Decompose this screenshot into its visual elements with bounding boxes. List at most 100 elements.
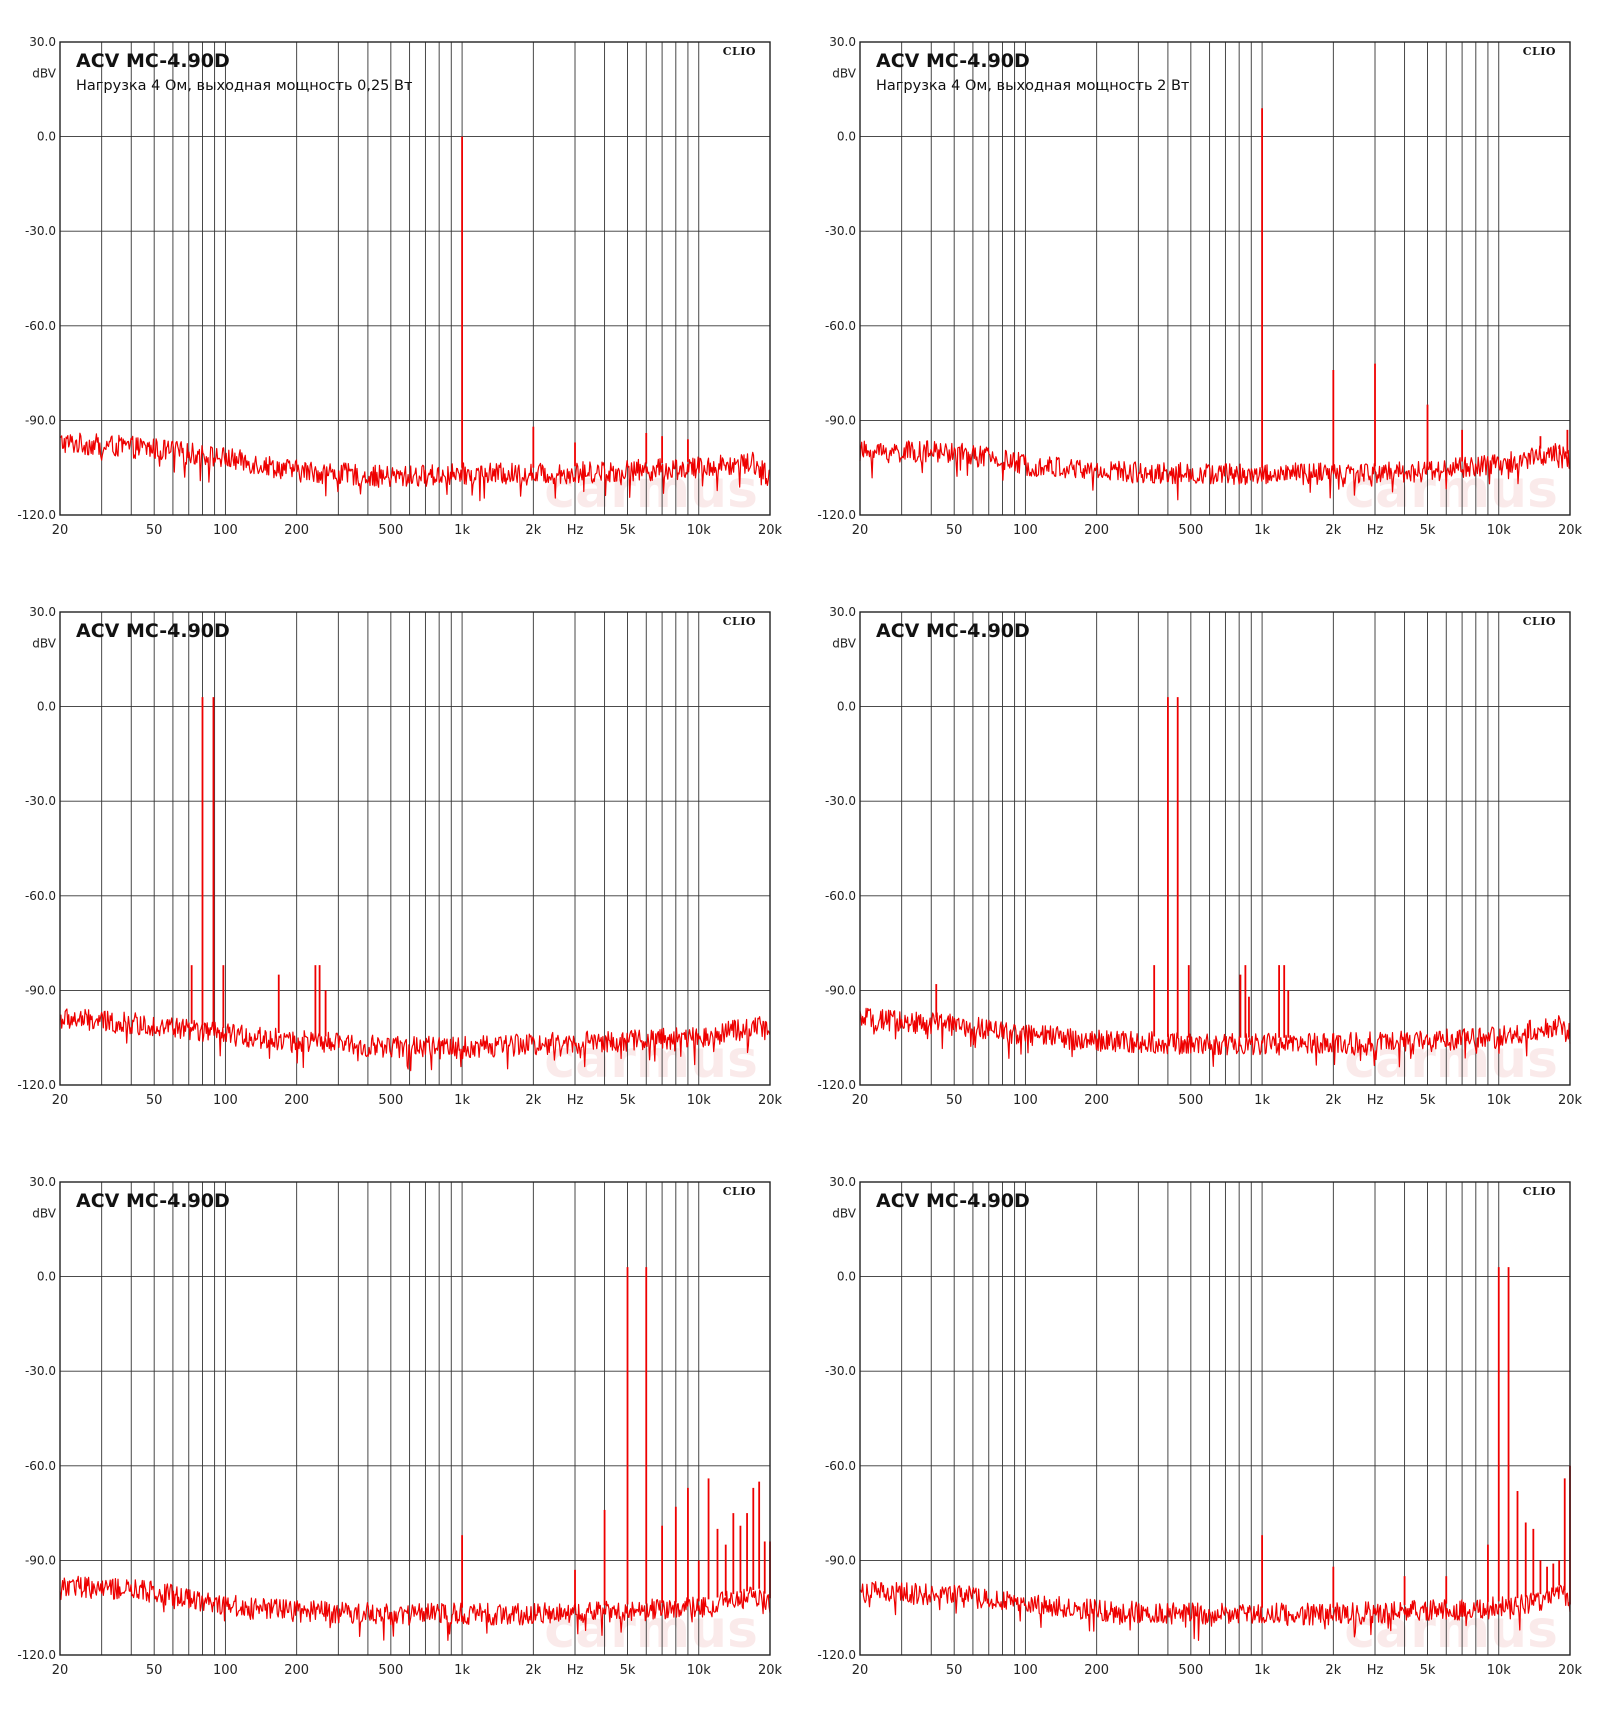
x-tick-label: 50 (946, 523, 963, 538)
clio-logo: CLIO (723, 615, 756, 628)
chart-subtitle: Нагрузка 4 Ом, выходная мощность 0,25 Вт (76, 78, 413, 94)
x-tick-label: 10k (687, 1663, 712, 1678)
x-tick-label: 20 (52, 1663, 69, 1678)
chart-title: ACV MC-4.90D (876, 1190, 1030, 1212)
x-tick-label: 500 (378, 1093, 403, 1108)
x-tick-label: 1k (1254, 1093, 1270, 1108)
x-tick-label: 10k (1487, 523, 1512, 538)
x-tick-label: 2k (525, 1663, 541, 1678)
clio-logo: CLIO (723, 1185, 756, 1198)
x-tick-label: 50 (946, 1663, 963, 1678)
spectrum-trace (59, 1575, 771, 1641)
y-tick-label: -90.0 (825, 983, 856, 997)
x-tick-label: 1k (1254, 1663, 1270, 1678)
clio-logo: CLIO (1523, 615, 1556, 628)
x-tick-label: 20 (52, 1093, 69, 1108)
y-tick-label: -120.0 (17, 1648, 56, 1662)
y-axis-label: dBV (832, 637, 856, 651)
x-tick-label: 5k (620, 1663, 636, 1678)
x-tick-label: 20k (758, 1663, 783, 1678)
y-tick-label: -60.0 (25, 1459, 56, 1473)
y-tick-label: 30.0 (29, 605, 56, 619)
x-tick-label: 1k (454, 523, 470, 538)
chart-title: ACV MC-4.90D (76, 620, 230, 642)
spectrum-trace (59, 432, 771, 502)
y-tick-label: -120.0 (817, 1078, 856, 1092)
x-axis-label: Hz (1367, 1663, 1384, 1678)
x-axis-label: Hz (567, 1093, 584, 1108)
x-tick-label: 100 (213, 1663, 238, 1678)
x-axis-label: Hz (1367, 1093, 1384, 1108)
y-tick-label: -30.0 (25, 1364, 56, 1378)
y-tick-label: -60.0 (825, 1459, 856, 1473)
y-tick-label: -120.0 (17, 1078, 56, 1092)
y-tick-label: 0.0 (37, 1270, 56, 1284)
y-axis-label: dBV (832, 67, 856, 81)
x-tick-label: 200 (284, 1093, 309, 1108)
spectrum-chart-6: carmus 30.0 0.0 -30.0 -60.0 -90.0 -120.0 dBV 20 5… (800, 1140, 1600, 1710)
x-tick-label: 500 (1178, 1663, 1203, 1678)
chart-title: ACV MC-4.90D (76, 50, 230, 72)
plot-frame (59, 41, 771, 516)
x-tick-label: 100 (213, 523, 238, 538)
x-tick-label: 20 (852, 523, 869, 538)
x-tick-label: 50 (146, 1663, 163, 1678)
spectrum-chart-5: carmus 30.0 0.0 -30.0 -60.0 -90.0 -120.0 dBV 20 5… (0, 1140, 800, 1710)
y-tick-label: -60.0 (825, 319, 856, 333)
x-axis-label: Hz (567, 523, 584, 538)
x-tick-label: 20k (758, 523, 783, 538)
y-tick-label: 30.0 (29, 1175, 56, 1189)
chart-subtitle: Нагрузка 4 Ом, выходная мощность 2 Вт (876, 78, 1190, 94)
y-tick-label: -30.0 (825, 224, 856, 238)
y-tick-label: -30.0 (825, 1364, 856, 1378)
spectrum-trace (59, 1008, 771, 1072)
x-tick-label: 5k (1420, 1663, 1436, 1678)
y-tick-label: 30.0 (829, 35, 856, 49)
plot-frame (59, 611, 771, 1086)
y-tick-label: 0.0 (837, 700, 856, 714)
chart-title: ACV MC-4.90D (876, 620, 1030, 642)
spectrum-trace (859, 440, 1571, 501)
x-tick-label: 20 (852, 1663, 869, 1678)
y-tick-label: -60.0 (25, 319, 56, 333)
x-tick-label: 10k (687, 1093, 712, 1108)
y-tick-label: -120.0 (817, 508, 856, 522)
x-tick-label: 500 (378, 523, 403, 538)
y-tick-label: 30.0 (829, 605, 856, 619)
chart-svg-6: carmus 30.0 0.0 -30.0 -60.0 -90.0 -120.0 dBV 20 5… (817, 1175, 1582, 1678)
x-tick-label: 2k (1325, 1093, 1341, 1108)
y-tick-label: 0.0 (37, 130, 56, 144)
spectrum-chart-2: carmus 30.0 0.0 -30.0 -60.0 -90.0 -120.0 dBV 20 5… (800, 0, 1600, 570)
x-tick-label: 5k (620, 523, 636, 538)
x-tick-label: 50 (146, 523, 163, 538)
y-tick-label: -30.0 (25, 224, 56, 238)
y-tick-label: 0.0 (837, 130, 856, 144)
chart-title: ACV MC-4.90D (876, 50, 1030, 72)
y-tick-label: 30.0 (829, 1175, 856, 1189)
x-tick-label: 10k (1487, 1663, 1512, 1678)
plot-frame (859, 1181, 1571, 1656)
x-tick-label: 2k (1325, 523, 1341, 538)
y-tick-label: 0.0 (837, 1270, 856, 1284)
x-tick-label: 10k (687, 523, 712, 538)
x-tick-label: 2k (1325, 1663, 1341, 1678)
clio-logo: CLIO (1523, 1185, 1556, 1198)
x-tick-label: 1k (1254, 523, 1270, 538)
x-tick-label: 20k (1558, 523, 1583, 538)
x-tick-label: 200 (284, 1663, 309, 1678)
x-tick-label: 20k (758, 1093, 783, 1108)
x-tick-label: 2k (525, 1093, 541, 1108)
x-tick-label: 50 (146, 1093, 163, 1108)
y-tick-label: 30.0 (29, 35, 56, 49)
x-tick-label: 200 (1084, 523, 1109, 538)
x-tick-label: 200 (1084, 1093, 1109, 1108)
spectrum-trace (859, 1007, 1571, 1068)
x-axis-label: Hz (567, 1663, 584, 1678)
x-tick-label: 100 (213, 1093, 238, 1108)
y-tick-label: -120.0 (17, 508, 56, 522)
y-tick-label: -60.0 (825, 889, 856, 903)
chart-title: ACV MC-4.90D (76, 1190, 230, 1212)
